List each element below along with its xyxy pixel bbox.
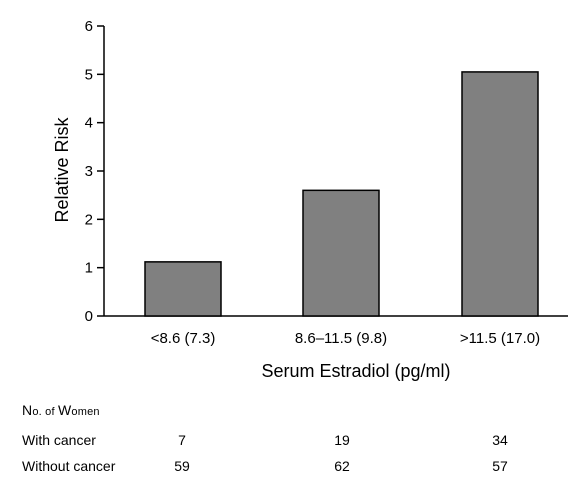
y-tick-label: 5 xyxy=(85,66,93,83)
bars xyxy=(144,71,539,317)
x-tick-label: <8.6 (7.3) xyxy=(151,330,216,347)
y-tick-label: 2 xyxy=(85,211,93,228)
x-axis-tick-labels: <8.6 (7.3) 8.6–11.5 (9.8) >11.5 (17.0) xyxy=(151,330,540,347)
bar-0 xyxy=(144,261,222,317)
y-tick-label: 1 xyxy=(85,260,93,277)
x-tick-label: >11.5 (17.0) xyxy=(460,330,540,347)
bar-2 xyxy=(461,71,539,317)
x-tick-label: 8.6–11.5 (9.8) xyxy=(295,330,387,347)
y-axis-title: Relative Risk xyxy=(52,116,72,222)
x-axis-title: Serum Estradiol (pg/ml) xyxy=(261,361,450,381)
y-tick-label: 4 xyxy=(85,115,93,132)
y-axis-ticks: 0 1 2 3 4 5 6 xyxy=(85,18,104,325)
y-tick-label: 3 xyxy=(85,163,93,180)
y-tick-label: 0 xyxy=(85,308,93,325)
y-tick-label: 6 xyxy=(85,18,93,35)
bar-1 xyxy=(302,189,380,317)
